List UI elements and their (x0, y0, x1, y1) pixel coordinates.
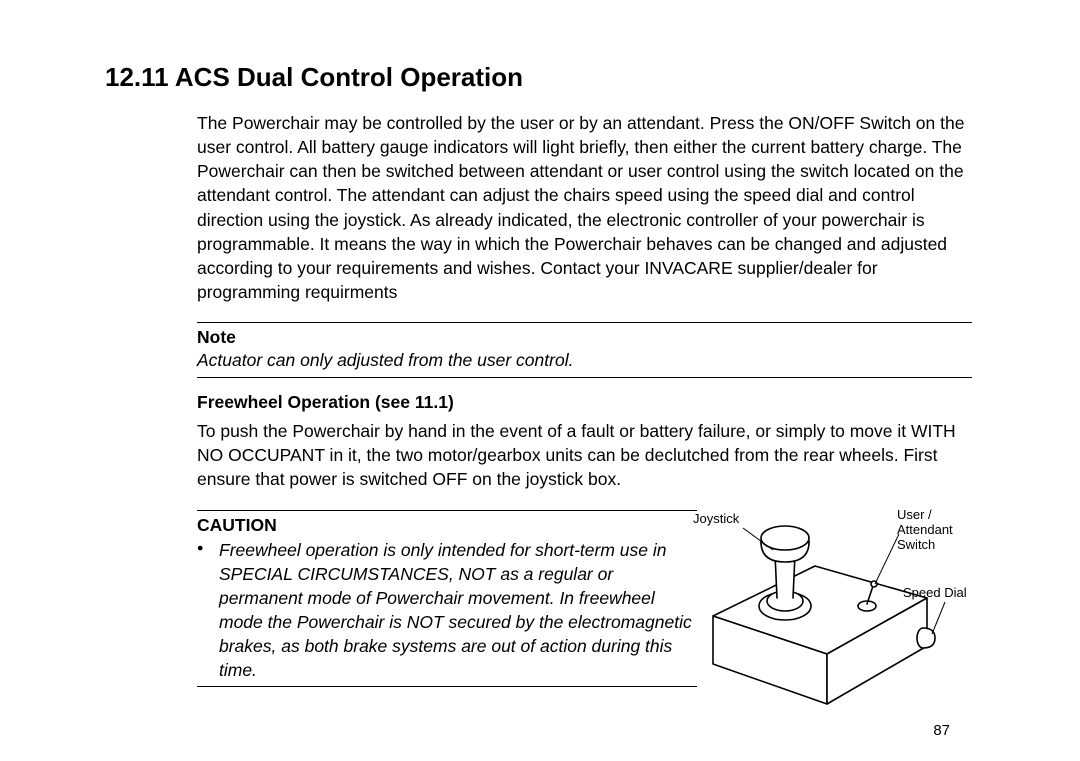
section-title: 12.11 ACS Dual Control Operation (105, 62, 975, 93)
divider-bottom-note (197, 377, 972, 378)
label-user-attendant-switch: User / Attendant Switch (897, 508, 967, 553)
page-number: 87 (933, 722, 950, 739)
divider-top-caution (197, 510, 697, 511)
divider-top-note (197, 322, 972, 323)
label-joystick: Joystick (693, 512, 739, 527)
note-text: Actuator can only adjusted from the user… (197, 350, 975, 371)
label-speed-dial: Speed Dial (903, 586, 983, 601)
freewheel-paragraph: To push the Powerchair by hand in the ev… (197, 419, 975, 491)
note-label: Note (197, 327, 975, 348)
intro-paragraph: The Powerchair may be controlled by the … (197, 111, 975, 304)
freewheel-heading: Freewheel Operation (see 11.1) (197, 392, 975, 413)
control-diagram: Joystick User / Attendant Switch Speed D… (685, 506, 975, 716)
caution-bullet: • (197, 538, 219, 683)
divider-bottom-caution (197, 686, 697, 687)
caution-text: Freewheel operation is only intended for… (219, 538, 699, 683)
